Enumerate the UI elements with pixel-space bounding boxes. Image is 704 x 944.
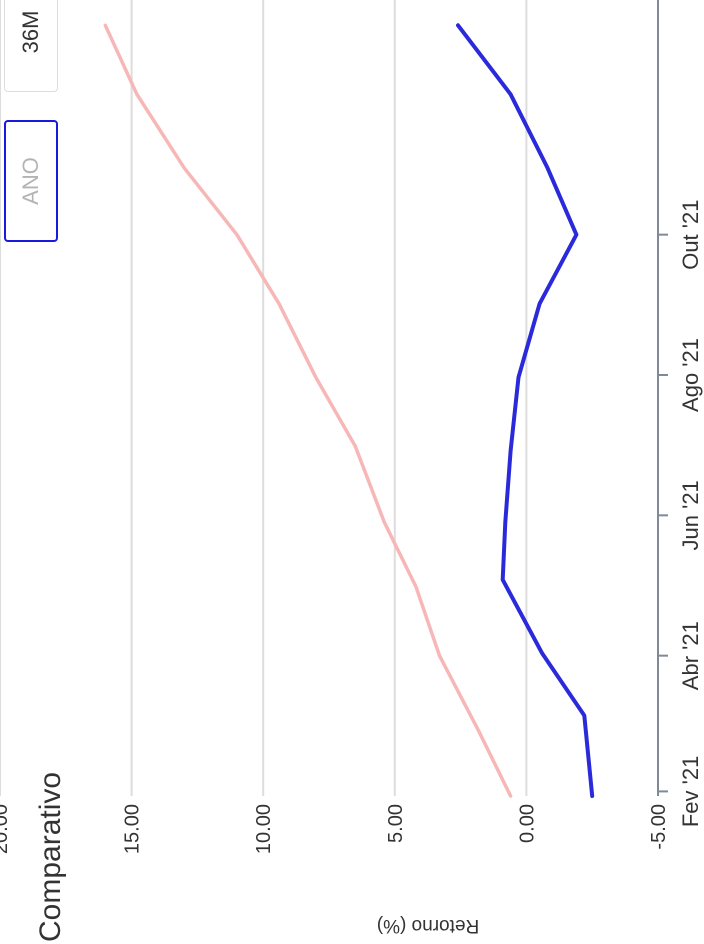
y-tick-label: 15.00	[122, 804, 144, 854]
series-line-pink	[103, 23, 513, 798]
x-tick-label: Out '21	[678, 200, 703, 270]
y-tick-label: 20.00	[0, 804, 12, 854]
x-tick-label: Ago '21	[678, 338, 703, 412]
x-tick-label: Jun '21	[678, 480, 703, 550]
y-axis-label: Retorno (%)	[377, 915, 479, 936]
x-tick-label: Fev '21	[678, 756, 703, 827]
y-tick-label: -5.00	[648, 804, 670, 850]
series-line-blue	[456, 23, 595, 798]
y-tick-label: 0.00	[516, 804, 538, 843]
y-tick-label: 10.00	[253, 804, 275, 854]
x-tick-label: Abr '21	[678, 621, 703, 690]
y-tick-label: 5.00	[385, 804, 407, 843]
